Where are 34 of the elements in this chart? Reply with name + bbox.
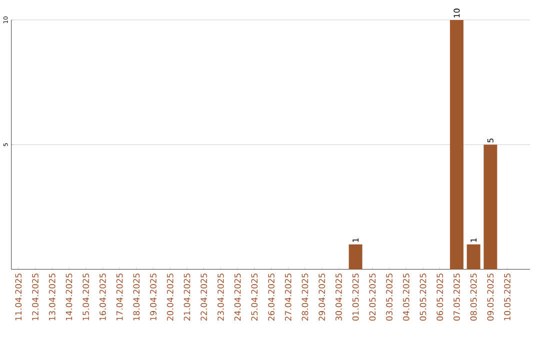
x-tick-label: 10.05.2025 bbox=[504, 274, 510, 320]
bar bbox=[484, 144, 498, 270]
x-tick-label: 07.05.2025 bbox=[454, 274, 460, 321]
x-tick-label: 22.04.2025 bbox=[200, 274, 208, 321]
x-tick-label: 24.04.2025 bbox=[234, 274, 241, 321]
bar bbox=[466, 244, 480, 270]
x-tick-label: 14.04.2025 bbox=[66, 274, 72, 320]
x-tick-label: 21.04.2025 bbox=[184, 274, 190, 321]
x-tick-label: 25.04.2025 bbox=[251, 274, 258, 321]
x-tick-label: 28.04.2025 bbox=[302, 274, 308, 321]
x-tick-label: 13.04.2025 bbox=[48, 274, 56, 320]
x-tick-label: 16.04.2025 bbox=[100, 274, 106, 320]
bar bbox=[450, 20, 464, 270]
x-tick-label: 27.04.2025 bbox=[284, 274, 292, 321]
x-tick-label: 18.04.2025 bbox=[133, 274, 140, 320]
x-tick-label: 30.04.2025 bbox=[336, 274, 342, 320]
x-tick-label: 02.05.2025 bbox=[369, 274, 376, 321]
x-tick-label: 09.05.2025 bbox=[487, 274, 494, 321]
x-tick-label: 29.04.2025 bbox=[318, 274, 326, 321]
x-tick-label: 20.04.2025 bbox=[166, 274, 174, 321]
x-tick-label: 11.04.2025 bbox=[15, 274, 22, 320]
bar bbox=[348, 244, 362, 270]
x-tick-label: 04.05.2025 bbox=[402, 274, 410, 321]
x-tick-label: 01.05.2025 bbox=[352, 274, 359, 321]
x-tick-label: 03.05.2025 bbox=[386, 274, 392, 321]
x-tick-label: 23.04.2025 bbox=[218, 274, 224, 321]
x-tick-label: 08.05.2025 bbox=[470, 274, 477, 321]
x-tick-label: 05.05.2025 bbox=[420, 274, 426, 321]
x-tick-label: 15.04.2025 bbox=[82, 274, 90, 320]
x-tick-label: 12.04.2025 bbox=[32, 274, 38, 320]
x-tick-label: 26.04.2025 bbox=[268, 274, 274, 321]
x-tick-label: 06.05.2025 bbox=[436, 274, 444, 321]
x-tick-label: 17.04.2025 bbox=[116, 274, 123, 320]
x-tick-label: 19.04.2025 bbox=[150, 274, 156, 320]
